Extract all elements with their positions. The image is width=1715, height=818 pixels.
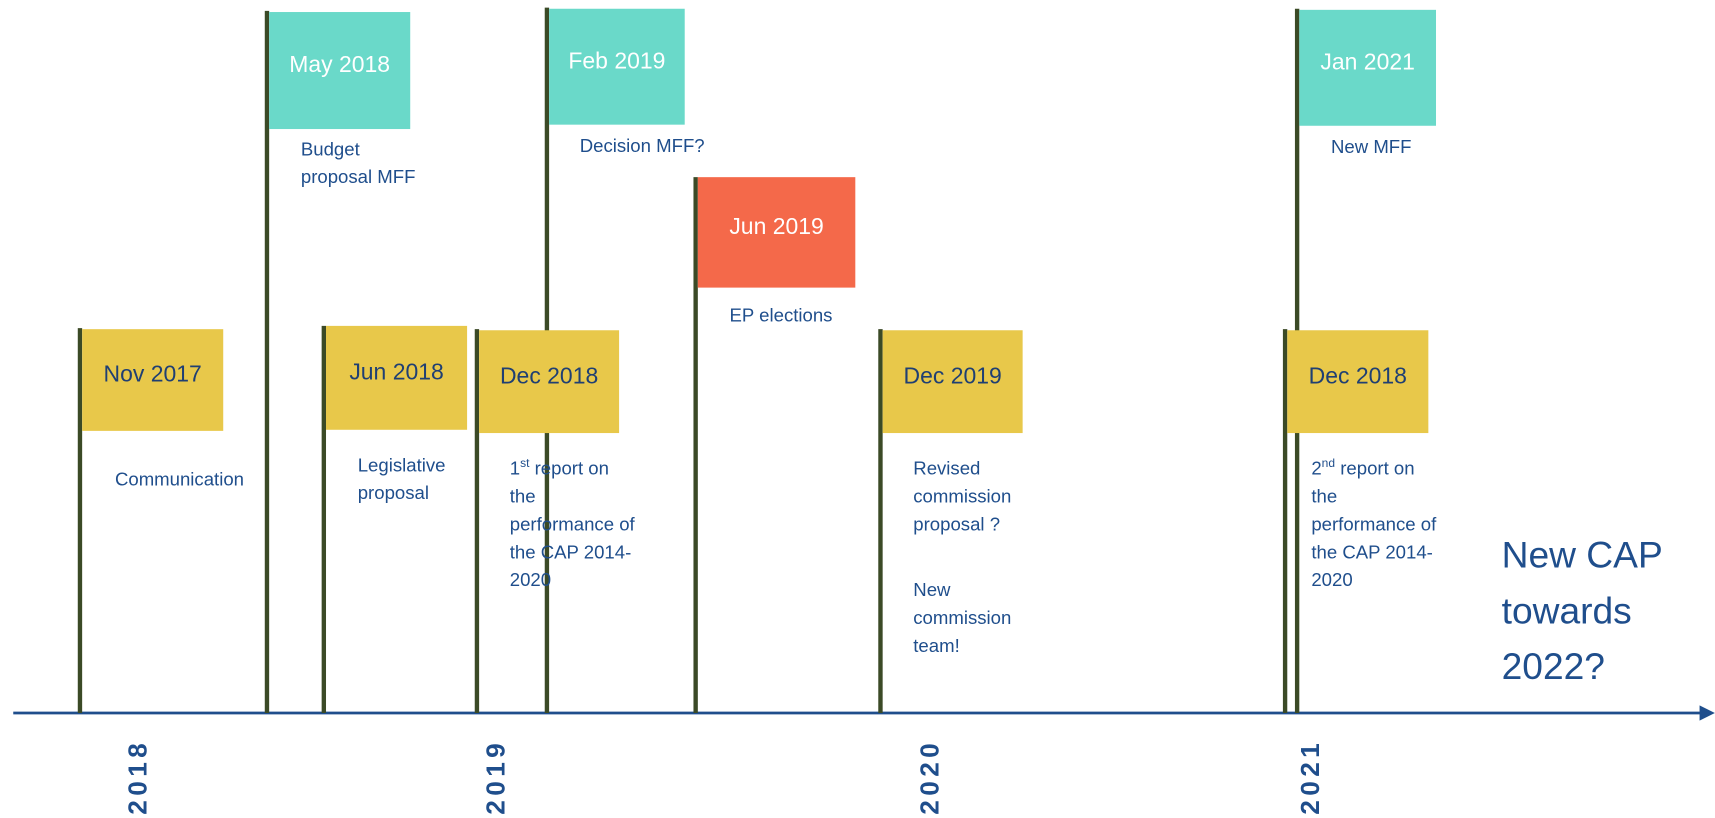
event-description: Budget [301, 138, 361, 159]
text-run: report on [1335, 458, 1415, 479]
event-description: New [913, 579, 951, 600]
superscript: nd [1322, 456, 1335, 470]
flag [882, 330, 1023, 434]
flag-date: Nov 2017 [104, 361, 202, 387]
event-description: performance of [510, 513, 636, 534]
event-description: Legislative [358, 454, 446, 475]
flag-date: May 2018 [289, 51, 390, 77]
flag-date: Dec 2018 [1309, 362, 1407, 388]
event-description: proposal MFF [301, 166, 416, 187]
event-description: commission [913, 486, 1011, 507]
flag-date: Dec 2019 [904, 362, 1002, 388]
event-description: performance of [1311, 513, 1437, 534]
flag [82, 329, 224, 431]
event-description: 2020 [1311, 569, 1352, 590]
flag [326, 325, 468, 430]
year-label: 2019 [480, 739, 510, 815]
flag-date: Feb 2019 [568, 47, 665, 73]
event-description: proposal [358, 482, 429, 503]
flag-date: Jan 2021 [1320, 48, 1414, 74]
final-note: New CAP [1502, 534, 1663, 576]
superscript: st [520, 456, 530, 470]
flag [697, 177, 856, 288]
flag-date: Jun 2019 [729, 213, 823, 239]
event-description: the [510, 486, 536, 507]
year-label: 2020 [914, 739, 944, 815]
final-note: 2022? [1502, 645, 1605, 687]
axis-arrow [1699, 705, 1715, 721]
flag [1287, 330, 1429, 434]
text-run: 2 [1311, 458, 1321, 479]
year-label: 2018 [123, 739, 153, 815]
event-description: Revised [913, 458, 980, 479]
final-note: towards [1502, 589, 1632, 631]
flag [479, 330, 620, 434]
event-description: the CAP 2014- [510, 541, 632, 562]
flag [1299, 9, 1437, 126]
event-description: New MFF [1331, 136, 1412, 157]
event-description: 2nd report on [1311, 456, 1414, 479]
event-description: Communication [115, 469, 244, 490]
flag-date: Jun 2018 [349, 359, 443, 385]
event-description: Decision MFF? [580, 135, 705, 156]
flag [549, 8, 685, 125]
year-label: 2021 [1295, 739, 1325, 815]
event-description: commission [913, 607, 1011, 628]
flag-date: Dec 2018 [500, 362, 598, 388]
event-description: 2020 [510, 569, 551, 590]
event-description: team! [913, 635, 959, 656]
event-description: 1st report on [510, 456, 609, 479]
event-description: the CAP 2014- [1311, 541, 1433, 562]
text-run: report on [529, 458, 609, 479]
event-description: proposal ? [913, 513, 1000, 534]
event-description: EP elections [730, 305, 833, 326]
event-description: the [1311, 486, 1337, 507]
flag [269, 12, 411, 130]
text-run: 1 [510, 458, 520, 479]
